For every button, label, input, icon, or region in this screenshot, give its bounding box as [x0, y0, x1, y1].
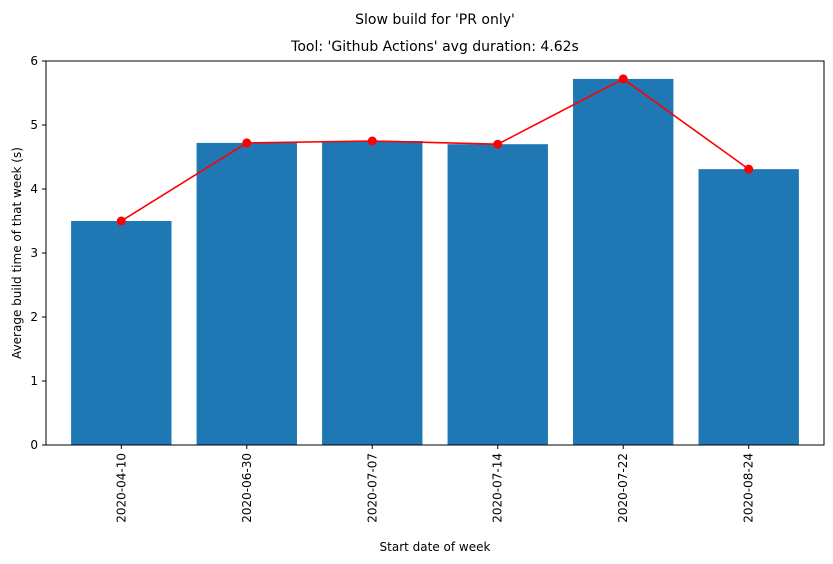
bar-2020-08-24: [698, 169, 799, 445]
line-point-2020-07-14: [493, 139, 503, 149]
x-tick-label-2020-04-10: 2020-04-10: [114, 453, 128, 523]
bar-2020-06-30: [196, 142, 297, 446]
y-tick-label-4: 4: [30, 182, 38, 196]
bar-2020-07-22: [573, 78, 674, 446]
x-tick-label-2020-06-30: 2020-06-30: [240, 453, 254, 523]
chart-subtitle: Tool: 'Github Actions' avg duration: 4.6…: [290, 39, 579, 55]
y-tick-label-6: 6: [30, 54, 38, 68]
y-tick-label-1: 1: [30, 374, 38, 388]
y-tick-label-3: 3: [30, 246, 38, 260]
x-tick-label-2020-07-14: 2020-07-14: [491, 453, 505, 523]
bar-2020-04-10: [71, 221, 172, 445]
line-point-2020-04-10: [116, 216, 126, 226]
bar-group: [71, 78, 799, 446]
x-axis: 2020-04-10 2020-06-30 2020-07-07 2020-07-14…: [114, 445, 756, 523]
x-axis-label: Start date of week: [380, 540, 491, 554]
y-axis: 0 1 2 3 4 5 6: [30, 54, 46, 452]
bar-2020-07-14: [447, 144, 548, 445]
line-point-2020-08-24: [744, 164, 754, 174]
average-line: [120, 77, 750, 222]
line-point-2020-07-22: [618, 74, 628, 84]
average-line-group: [116, 74, 754, 226]
x-tick-label-2020-07-22: 2020-07-22: [616, 453, 630, 523]
x-tick-label-2020-08-24: 2020-08-24: [742, 453, 756, 523]
chart-title: Slow build for 'PR only': [355, 12, 515, 28]
y-tick-label-0: 0: [30, 438, 38, 452]
line-point-2020-07-07: [367, 136, 377, 146]
y-tick-label-2: 2: [30, 310, 38, 324]
bar-2020-07-07: [322, 141, 423, 445]
x-tick-label-2020-07-07: 2020-07-07: [365, 453, 379, 523]
line-point-2020-06-30: [242, 138, 252, 148]
y-tick-label-5: 5: [30, 118, 38, 132]
y-axis-label: Average build time of that week (s): [10, 147, 24, 359]
